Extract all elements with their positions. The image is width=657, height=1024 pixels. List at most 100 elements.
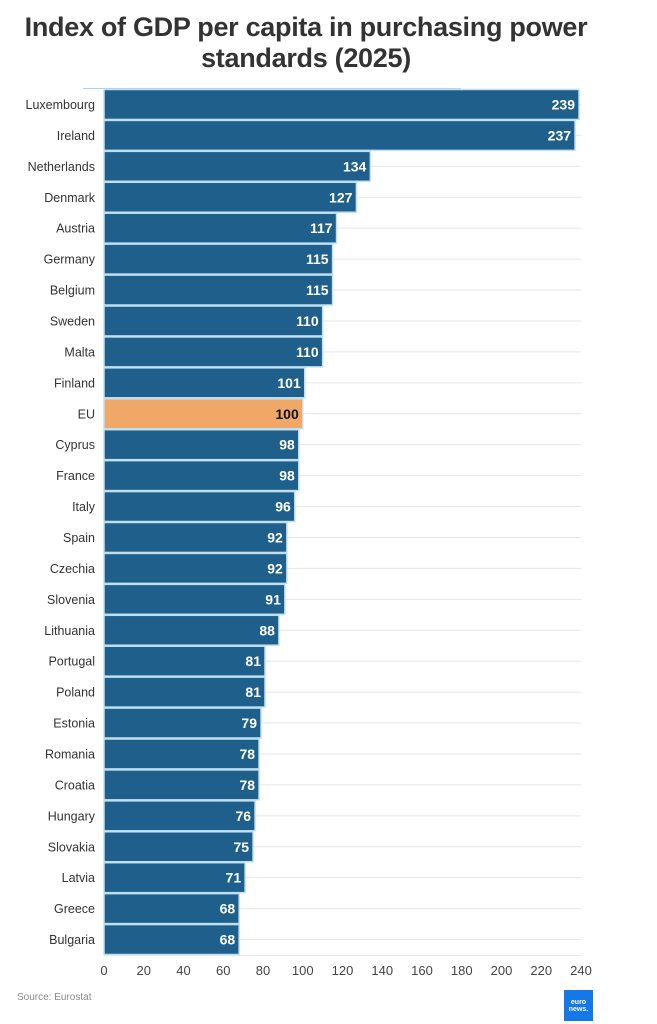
category-label: Portugal (48, 655, 95, 669)
bar (103, 181, 358, 213)
category-label: Slovakia (48, 840, 95, 854)
chart-title-line2: standards (2025) (201, 43, 411, 73)
value-label: 101 (277, 375, 301, 391)
bar (103, 831, 254, 863)
bar (103, 336, 324, 368)
value-label: 117 (310, 220, 333, 236)
category-label: Lithuania (44, 624, 95, 638)
bar (103, 707, 262, 739)
category-label: EU (78, 407, 95, 421)
category-label: Denmark (44, 191, 95, 205)
value-label: 98 (279, 468, 295, 484)
x-tick-label: 200 (491, 963, 513, 978)
value-label: 78 (239, 777, 255, 793)
category-label: Malta (64, 345, 95, 359)
bar (103, 552, 288, 585)
category-label: Sweden (50, 314, 95, 328)
value-label: 134 (343, 158, 367, 174)
bars (103, 88, 580, 956)
value-label: 68 (220, 901, 236, 917)
logo-text-line2: news. (568, 1006, 589, 1013)
euronews-logo: euro news. (564, 990, 593, 1021)
value-label: 110 (296, 344, 319, 360)
category-label: Czechia (50, 562, 95, 576)
x-tick-label: 220 (530, 963, 552, 978)
bar (103, 769, 260, 801)
x-tick-label: 0 (100, 963, 107, 978)
value-label: 98 (279, 437, 295, 453)
bar-eu-highlight (103, 398, 304, 430)
category-label: Finland (54, 376, 95, 390)
x-tick-label: 80 (256, 963, 270, 978)
category-label: Bulgaria (49, 933, 95, 947)
bar (103, 243, 334, 275)
bar (103, 892, 240, 925)
bar (103, 459, 300, 492)
category-label: Germany (44, 253, 96, 267)
value-label: 91 (265, 591, 281, 607)
value-label: 81 (245, 653, 261, 669)
x-tick-label: 120 (332, 963, 354, 978)
bar (103, 119, 576, 152)
x-tick-label: 20 (137, 963, 151, 978)
bar (103, 923, 240, 956)
category-label: Ireland (57, 129, 95, 143)
value-label: 75 (233, 839, 249, 855)
category-label: Italy (72, 500, 96, 514)
value-label: 100 (275, 406, 299, 422)
category-label: France (56, 469, 95, 483)
bar (103, 367, 306, 399)
value-label: 110 (296, 313, 319, 329)
x-axis-ticks: 0 20 40 60 80 100 120 140 160 180 200 220 240 (100, 963, 591, 978)
value-label: 239 (552, 96, 576, 112)
x-tick-label: 140 (371, 963, 393, 978)
bar (103, 645, 266, 677)
bar (103, 738, 260, 770)
x-tick-label: 180 (451, 963, 473, 978)
category-label: Latvia (62, 871, 95, 885)
title-divider (83, 88, 461, 89)
category-label: Poland (56, 686, 95, 700)
category-label: Belgium (50, 284, 95, 298)
bar (103, 274, 334, 306)
bar (103, 676, 266, 708)
chart-title-line1: Index of GDP per capita in purchasing po… (24, 12, 588, 42)
category-label: Cyprus (55, 438, 95, 452)
bar (103, 800, 256, 832)
value-label: 92 (267, 560, 283, 576)
value-label: 115 (306, 251, 329, 267)
value-label: 115 (306, 282, 329, 298)
value-label: 79 (241, 715, 257, 731)
bar (103, 490, 296, 523)
value-labels: 239 237 134 127 117 115 115 110 110 101 100 98 98 96 9… (220, 96, 576, 947)
category-label: Romania (45, 747, 95, 761)
x-tick-label: 60 (216, 963, 230, 978)
value-label: 68 (220, 932, 236, 948)
bar (103, 88, 580, 121)
category-label: Luxembourg (26, 98, 96, 112)
bar (103, 521, 288, 554)
value-label: 81 (245, 684, 261, 700)
category-label: Hungary (48, 809, 96, 823)
value-label: 78 (239, 746, 255, 762)
value-label: 96 (275, 499, 291, 515)
category-labels: Luxembourg Ireland Netherlands Denmark Austr… (26, 98, 96, 947)
source-note: Source: Eurostat (17, 992, 92, 1003)
category-label: Slovenia (47, 593, 95, 607)
value-label: 92 (267, 529, 283, 545)
bar (103, 428, 300, 461)
logo-text-line1: euro (570, 999, 587, 1006)
value-label: 88 (259, 622, 275, 638)
bar (103, 305, 324, 337)
category-label: Spain (63, 531, 95, 545)
category-label: Croatia (55, 778, 95, 792)
bar (103, 583, 286, 616)
value-label: 127 (329, 189, 353, 205)
x-tick-label: 160 (411, 963, 433, 978)
value-label: 237 (548, 127, 572, 143)
x-tick-label: 240 (570, 963, 592, 978)
bar (103, 614, 280, 646)
value-label: 71 (226, 870, 242, 886)
bar (103, 150, 372, 183)
